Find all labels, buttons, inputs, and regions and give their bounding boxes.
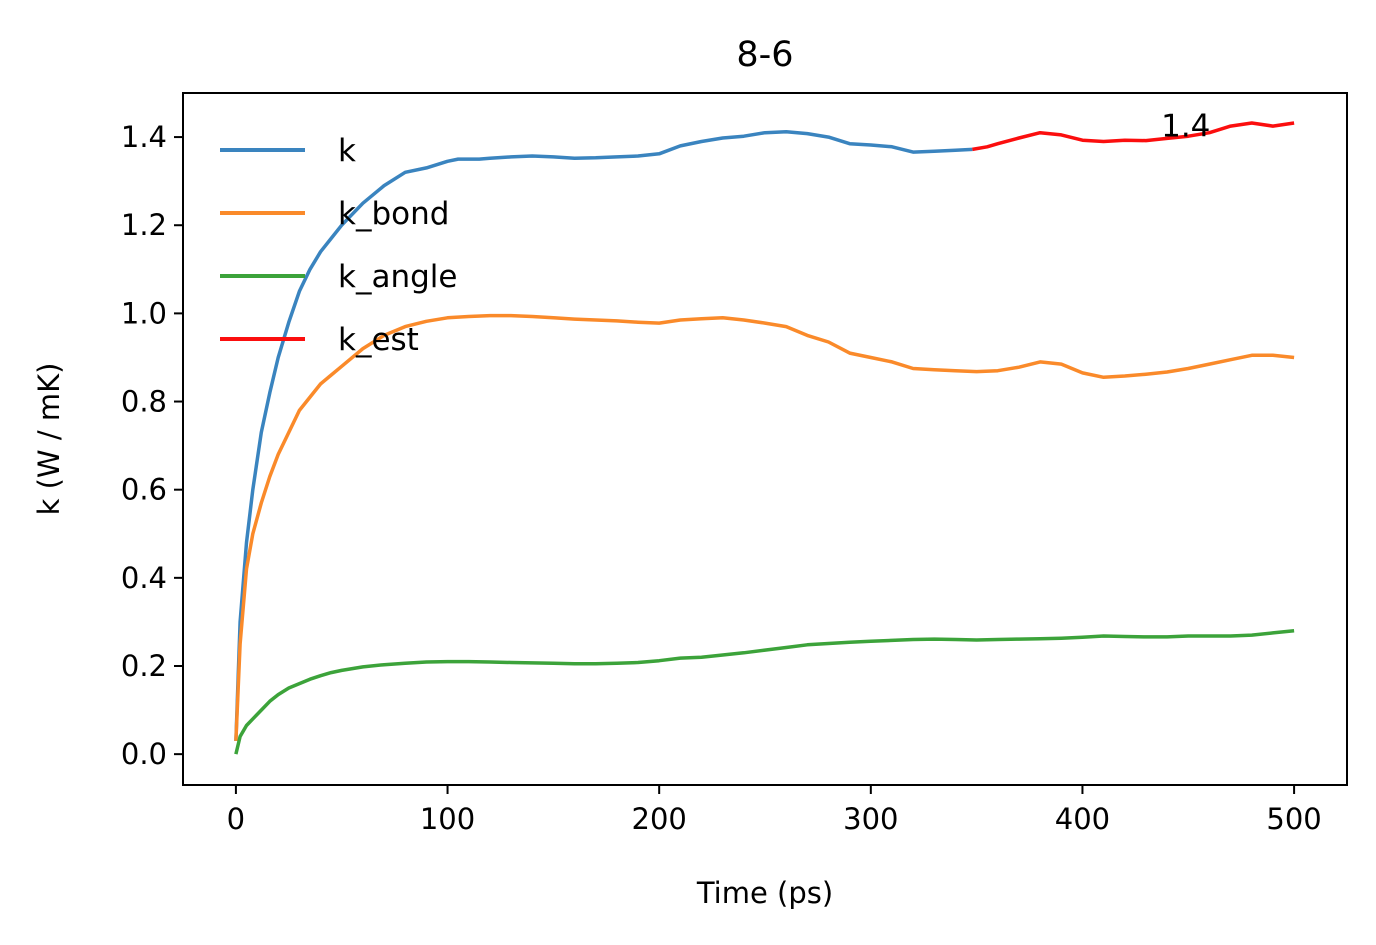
y-tick-label: 1.2 — [121, 208, 167, 242]
y-tick-label: 0.4 — [121, 561, 167, 595]
y-tick-label: 0.6 — [121, 473, 167, 507]
series-line-k-est — [972, 121, 1295, 152]
x-tick-label: 100 — [420, 802, 475, 836]
x-axis: 0 100 200 300 400 500 — [227, 785, 1322, 836]
series-line-k-bond — [234, 313, 1295, 741]
x-axis-label: Time (ps) — [696, 876, 833, 910]
series-line-k-angle — [234, 628, 1295, 755]
series-layer — [234, 121, 1295, 755]
legend-label-k-angle: k_angle — [338, 259, 457, 295]
plot-frame — [182, 92, 1348, 786]
legend-label-k-bond: k_bond — [338, 196, 449, 232]
y-tick-label: 1.0 — [121, 296, 167, 330]
y-tick-label: 0.2 — [121, 649, 167, 683]
x-tick-label: 300 — [843, 802, 898, 836]
legend-label-k-est: k_est — [338, 322, 419, 358]
legend-label-k: k — [338, 133, 356, 169]
x-tick-label: 500 — [1266, 802, 1321, 836]
y-tick-label: 1.4 — [121, 120, 167, 154]
y-tick-label: 0.0 — [121, 737, 167, 771]
x-tick-label: 0 — [227, 802, 245, 836]
x-tick-label: 200 — [632, 802, 687, 836]
series-line-k — [234, 130, 973, 741]
y-axis-label: k (W / mK) — [32, 363, 66, 516]
chart-title: 8-6 — [736, 35, 793, 75]
y-tick-label: 0.8 — [121, 385, 167, 419]
annotation-label: 1.4 — [1161, 109, 1210, 145]
y-axis: 0.0 0.2 0.4 0.6 0.8 1.0 1.2 1.4 — [121, 120, 183, 771]
legend: k k_bond k_angle k_est — [220, 133, 457, 358]
x-tick-label: 400 — [1055, 802, 1110, 836]
